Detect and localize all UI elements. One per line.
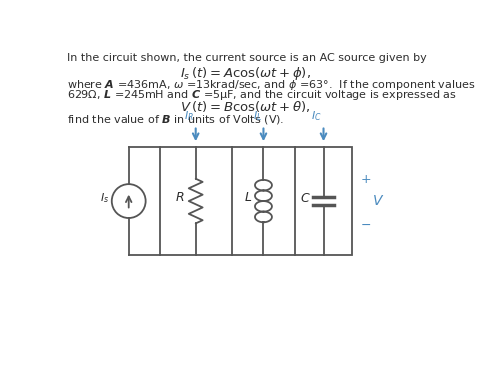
Text: find the value of $\boldsymbol{B}$ in units of Volts (V).: find the value of $\boldsymbol{B}$ in un… — [67, 113, 284, 126]
Text: −: − — [360, 219, 371, 232]
Bar — [160, 147, 352, 255]
Text: $I_s\,(t) = A\mathrm{cos}(\omega t + \phi),$: $I_s\,(t) = A\mathrm{cos}(\omega t + \ph… — [180, 65, 310, 82]
Text: $V\,(t) = B\mathrm{cos}(\omega t + \theta),$: $V\,(t) = B\mathrm{cos}(\omega t + \thet… — [180, 100, 310, 115]
Text: In the circuit shown, the current source is an AC source given by: In the circuit shown, the current source… — [67, 53, 427, 63]
Text: +: + — [360, 173, 371, 186]
Text: $C$: $C$ — [300, 192, 310, 205]
Text: $I_s$: $I_s$ — [100, 191, 109, 205]
Text: $R$: $R$ — [175, 191, 185, 204]
Text: where $\boldsymbol{A}$ =436mA, $\omega$ =13krad/sec, and $\phi$ =63°.  If the co: where $\boldsymbol{A}$ =436mA, $\omega$ … — [67, 78, 478, 92]
Text: $I_L$: $I_L$ — [253, 110, 262, 123]
Text: $I_R$: $I_R$ — [184, 110, 194, 123]
Text: $V$: $V$ — [372, 194, 384, 208]
Text: $L$: $L$ — [244, 191, 253, 204]
Text: $I_C$: $I_C$ — [311, 110, 322, 123]
Text: 629Ω, $\boldsymbol{L}$ =245mH and $\boldsymbol{C}$ =5μF, and the circuit voltage: 629Ω, $\boldsymbol{L}$ =245mH and $\bold… — [67, 88, 457, 102]
